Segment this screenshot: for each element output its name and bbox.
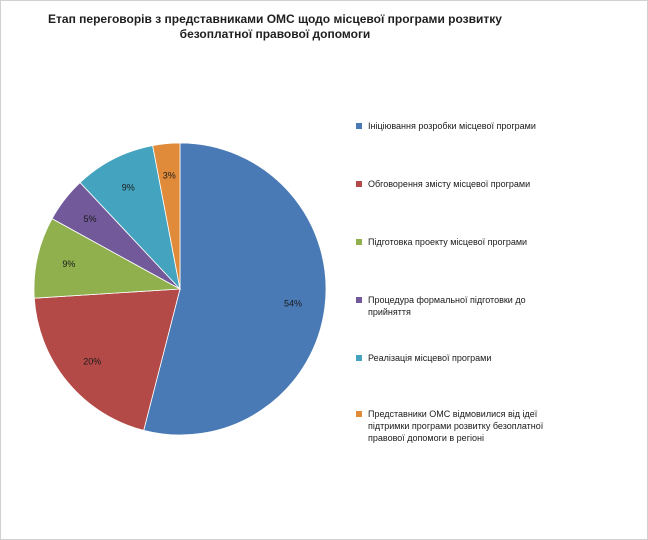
pie-slice-label-1: 54% — [284, 298, 302, 308]
legend-swatch-5 — [356, 355, 362, 361]
legend-label-3: Підготовка проекту місцевої програми — [368, 237, 528, 247]
pie-slice-label-2: 20% — [83, 357, 101, 367]
legend-label-4: Процедура формальної підготовки до прийн… — [368, 295, 526, 317]
legend-label-6: Представники ОМС відмовилися від ідеї пі… — [368, 409, 544, 443]
legend-swatch-6 — [356, 411, 362, 417]
pie-slice-1 — [143, 142, 327, 436]
legend-swatch-3 — [356, 239, 362, 245]
pie-slice-label-5: 9% — [122, 183, 135, 193]
legend-swatch-2 — [356, 181, 362, 187]
pie-slice-5 — [79, 145, 181, 291]
pie-slice-6 — [152, 142, 181, 290]
pie-slice-label-3: 9% — [62, 259, 75, 269]
pie-slice-label-4: 5% — [84, 214, 97, 224]
chart-title-line-2: безоплатної правової допомоги — [179, 27, 371, 41]
pie-slice-2 — [33, 288, 181, 431]
legend-label-1: Ініціювання розробки місцевої програми — [368, 121, 536, 131]
legend-label-5: Реалізація місцевої програми — [368, 353, 492, 363]
chart-title-line-1: Етап переговорів з представниками ОМС що… — [48, 12, 502, 26]
chart-title: Етап переговорів з представниками ОМС що… — [40, 12, 510, 42]
pie-slice-3 — [33, 218, 182, 299]
pie-slice-label-6: 3% — [163, 171, 176, 181]
legend-swatch-4 — [356, 297, 362, 303]
legend-label-2: Обговорення змісту місцевої програми — [368, 179, 531, 189]
legend-swatch-1 — [356, 123, 362, 129]
